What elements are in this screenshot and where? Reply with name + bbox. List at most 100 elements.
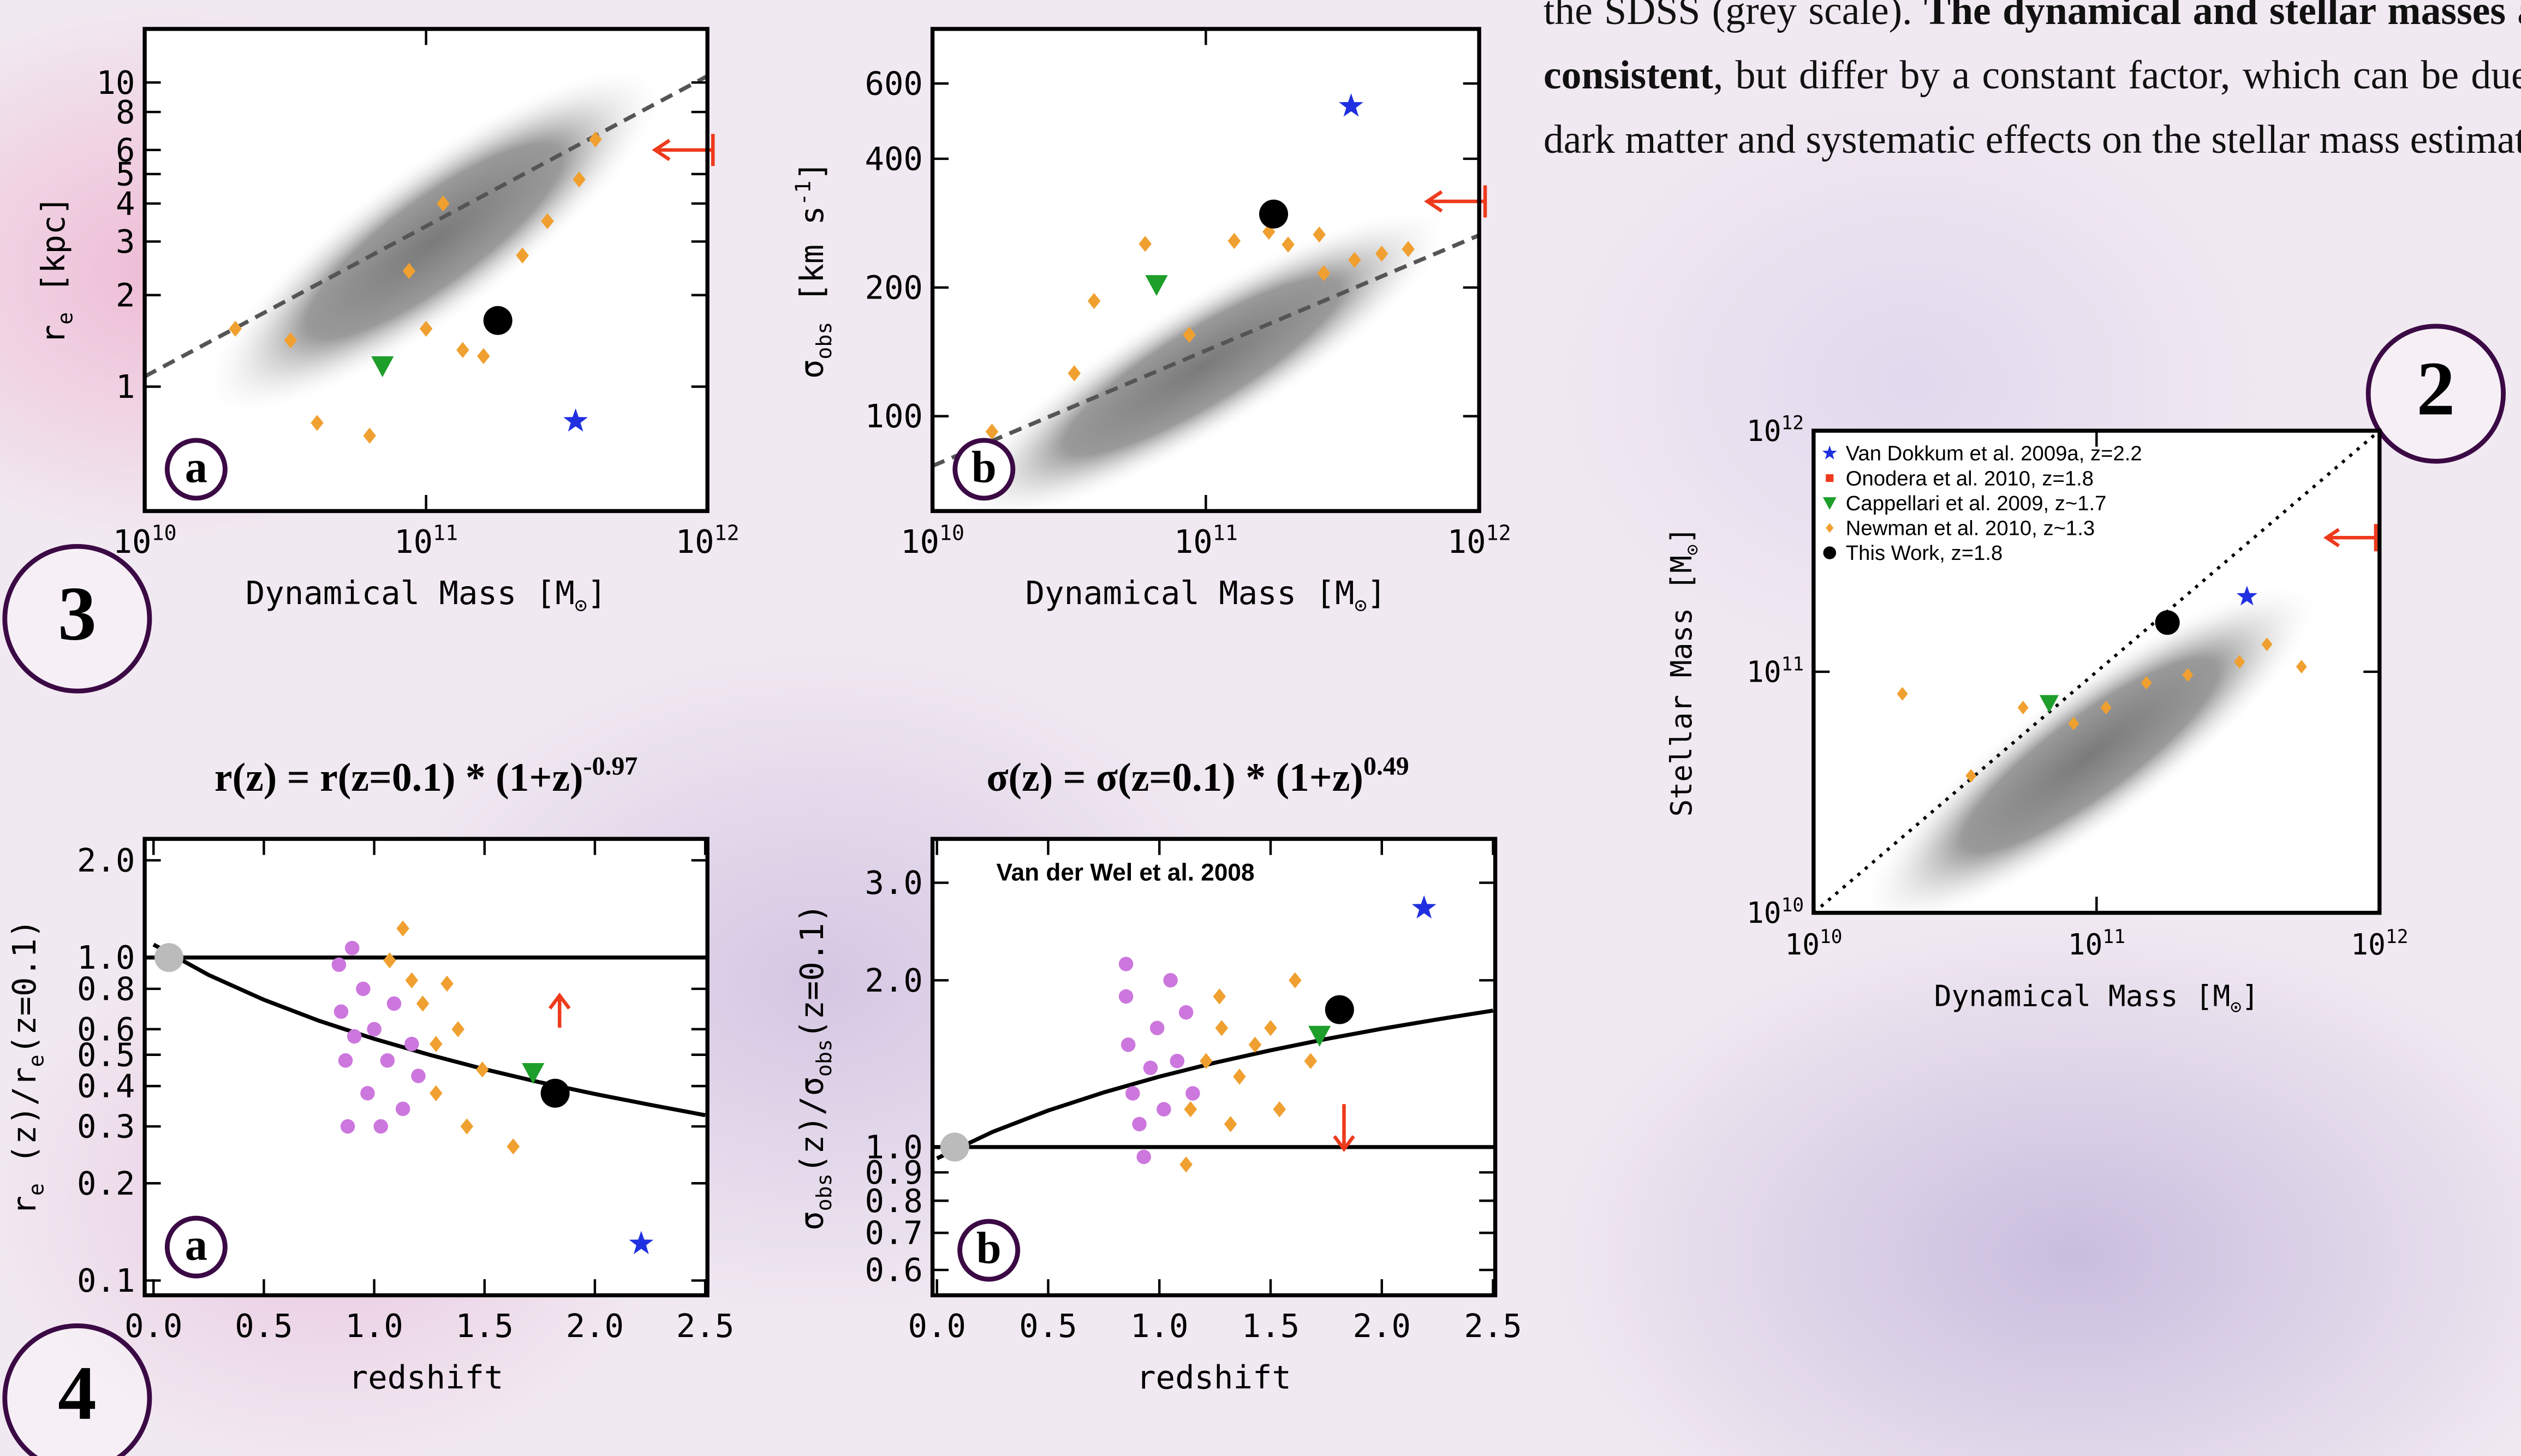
- plot-content: [1813, 431, 2380, 913]
- x-tick-label: 0.5: [1019, 1307, 1077, 1345]
- y-tick-label: 2.0: [77, 842, 135, 879]
- text-part: 0.1: [77, 1262, 135, 1299]
- data-point: [1282, 236, 1295, 253]
- data-point: [363, 427, 376, 444]
- text-part: ]: [793, 161, 831, 180]
- data-point: [483, 306, 512, 335]
- data-point: [1170, 1053, 1185, 1069]
- x-tick-label: 1011: [2068, 926, 2125, 962]
- x-tick-label: 0.5: [235, 1307, 293, 1345]
- data-point: [1965, 769, 1977, 783]
- y-tick-label: 2: [116, 276, 135, 314]
- text-part: 4: [58, 1350, 97, 1436]
- text-part: e: [25, 1054, 49, 1067]
- y-tick-label: 5: [116, 156, 135, 193]
- data-point: [405, 972, 419, 989]
- data-point: [1375, 246, 1388, 262]
- x-axis-label: Dynamical Mass [M⊙]: [1026, 574, 1386, 618]
- text-part: (z=0.1): [793, 904, 831, 1039]
- data-point: [1325, 995, 1354, 1024]
- data-point: [2100, 701, 2112, 715]
- data-point: [2155, 610, 2180, 635]
- plot-frame: [142, 837, 710, 1298]
- data-point: [344, 940, 360, 956]
- panel-label: a: [185, 442, 207, 492]
- x-tick-label: 1011: [394, 521, 458, 560]
- y-tick-label: 400: [865, 140, 922, 178]
- data-point: [2017, 701, 2029, 715]
- data-point: [383, 952, 396, 969]
- data-point: [411, 1069, 426, 1083]
- panel-circle: [164, 438, 228, 501]
- text-part: 0.4: [77, 1067, 135, 1105]
- limit-arrow: [2323, 524, 2378, 552]
- x-tick-label: 1012: [1447, 521, 1511, 560]
- y-tick-label: 1010: [1747, 894, 1804, 930]
- text-part: 0.5: [235, 1307, 293, 1345]
- data-point: [477, 348, 490, 365]
- text-part: 10: [1820, 926, 1843, 948]
- x-axis-label: Dynamical Mass [M⊙]: [246, 574, 606, 618]
- x-tick-label: 2.0: [566, 1307, 624, 1345]
- plot-area: [145, 839, 708, 1296]
- text-part: ]: [2242, 979, 2259, 1013]
- annotation: Van der Wel et al. 2008: [997, 860, 1255, 886]
- x-axis-label: redshift: [349, 1358, 504, 1396]
- text-part: ]: [1665, 527, 1698, 544]
- text-part: σ: [793, 1211, 831, 1230]
- limit-arrow: [1333, 1104, 1355, 1153]
- y-tick-label: 600: [865, 65, 922, 103]
- text-part: 0.0: [908, 1307, 966, 1345]
- text-part: σ: [793, 360, 831, 379]
- data-point: [347, 1029, 362, 1044]
- text-part: 2.0: [1353, 1307, 1411, 1345]
- limit-arrow: [548, 992, 571, 1028]
- data-point: [563, 408, 588, 432]
- y-tick-label: 1011: [1747, 653, 1804, 689]
- text-part: Stellar Mass [M: [1665, 556, 1698, 817]
- text-part: 10: [1447, 523, 1486, 560]
- legend-marker: [1823, 546, 1837, 559]
- data-point: [1178, 1005, 1194, 1020]
- x-tick-label: 1.5: [456, 1307, 514, 1345]
- data-point: [1132, 1117, 1147, 1132]
- text-part: 0.0: [124, 1307, 182, 1345]
- badge-label: 4: [58, 1350, 97, 1436]
- text-part: r: [34, 325, 72, 344]
- data-point: [1289, 972, 1302, 989]
- data-point: [404, 1036, 419, 1052]
- text-part: 200: [865, 268, 922, 306]
- y-axis-label: re (z)/re(z=0.1): [5, 919, 49, 1215]
- data-point: [2068, 717, 2079, 731]
- density-cloud: [202, 64, 666, 418]
- data-point: [367, 1022, 382, 1037]
- text-part: ⊙: [1682, 544, 1703, 556]
- data-point: [1313, 226, 1326, 243]
- density-cloud: [952, 206, 1453, 511]
- badge-circle: [2365, 324, 2506, 464]
- data-point: [1339, 93, 1363, 117]
- text-part: 0.6: [865, 1251, 922, 1289]
- legend-label: Cappellari et al. 2009, z~1.7: [1846, 492, 2107, 515]
- y-tick-label: 0.5: [77, 1036, 135, 1073]
- legend-label: Onodera et al. 2010, z=1.8: [1846, 467, 2094, 490]
- text-part: b: [976, 1224, 1002, 1273]
- text-part: 2.0: [77, 842, 135, 879]
- data-point: [371, 356, 394, 378]
- data-point: [1087, 293, 1101, 309]
- data-point: [360, 1086, 375, 1101]
- text: the SDSS (grey scale).: [1543, 0, 1924, 34]
- data-point: [1143, 1060, 1158, 1075]
- x-tick-label: 1012: [2351, 926, 2408, 962]
- data-point: [2236, 586, 2257, 606]
- x-tick-label: 0.0: [908, 1307, 966, 1345]
- text-part: 10: [1174, 523, 1213, 560]
- text-part: (z)/σ: [793, 1077, 831, 1173]
- limit-arrow: [1424, 185, 1487, 218]
- text-part: e: [53, 312, 78, 325]
- text-part: 1.0: [345, 1307, 403, 1345]
- plot-area: [932, 839, 1495, 1296]
- x-tick-label: 1.0: [1130, 1307, 1188, 1345]
- data-point: [154, 943, 184, 972]
- data-point: [1118, 989, 1134, 1004]
